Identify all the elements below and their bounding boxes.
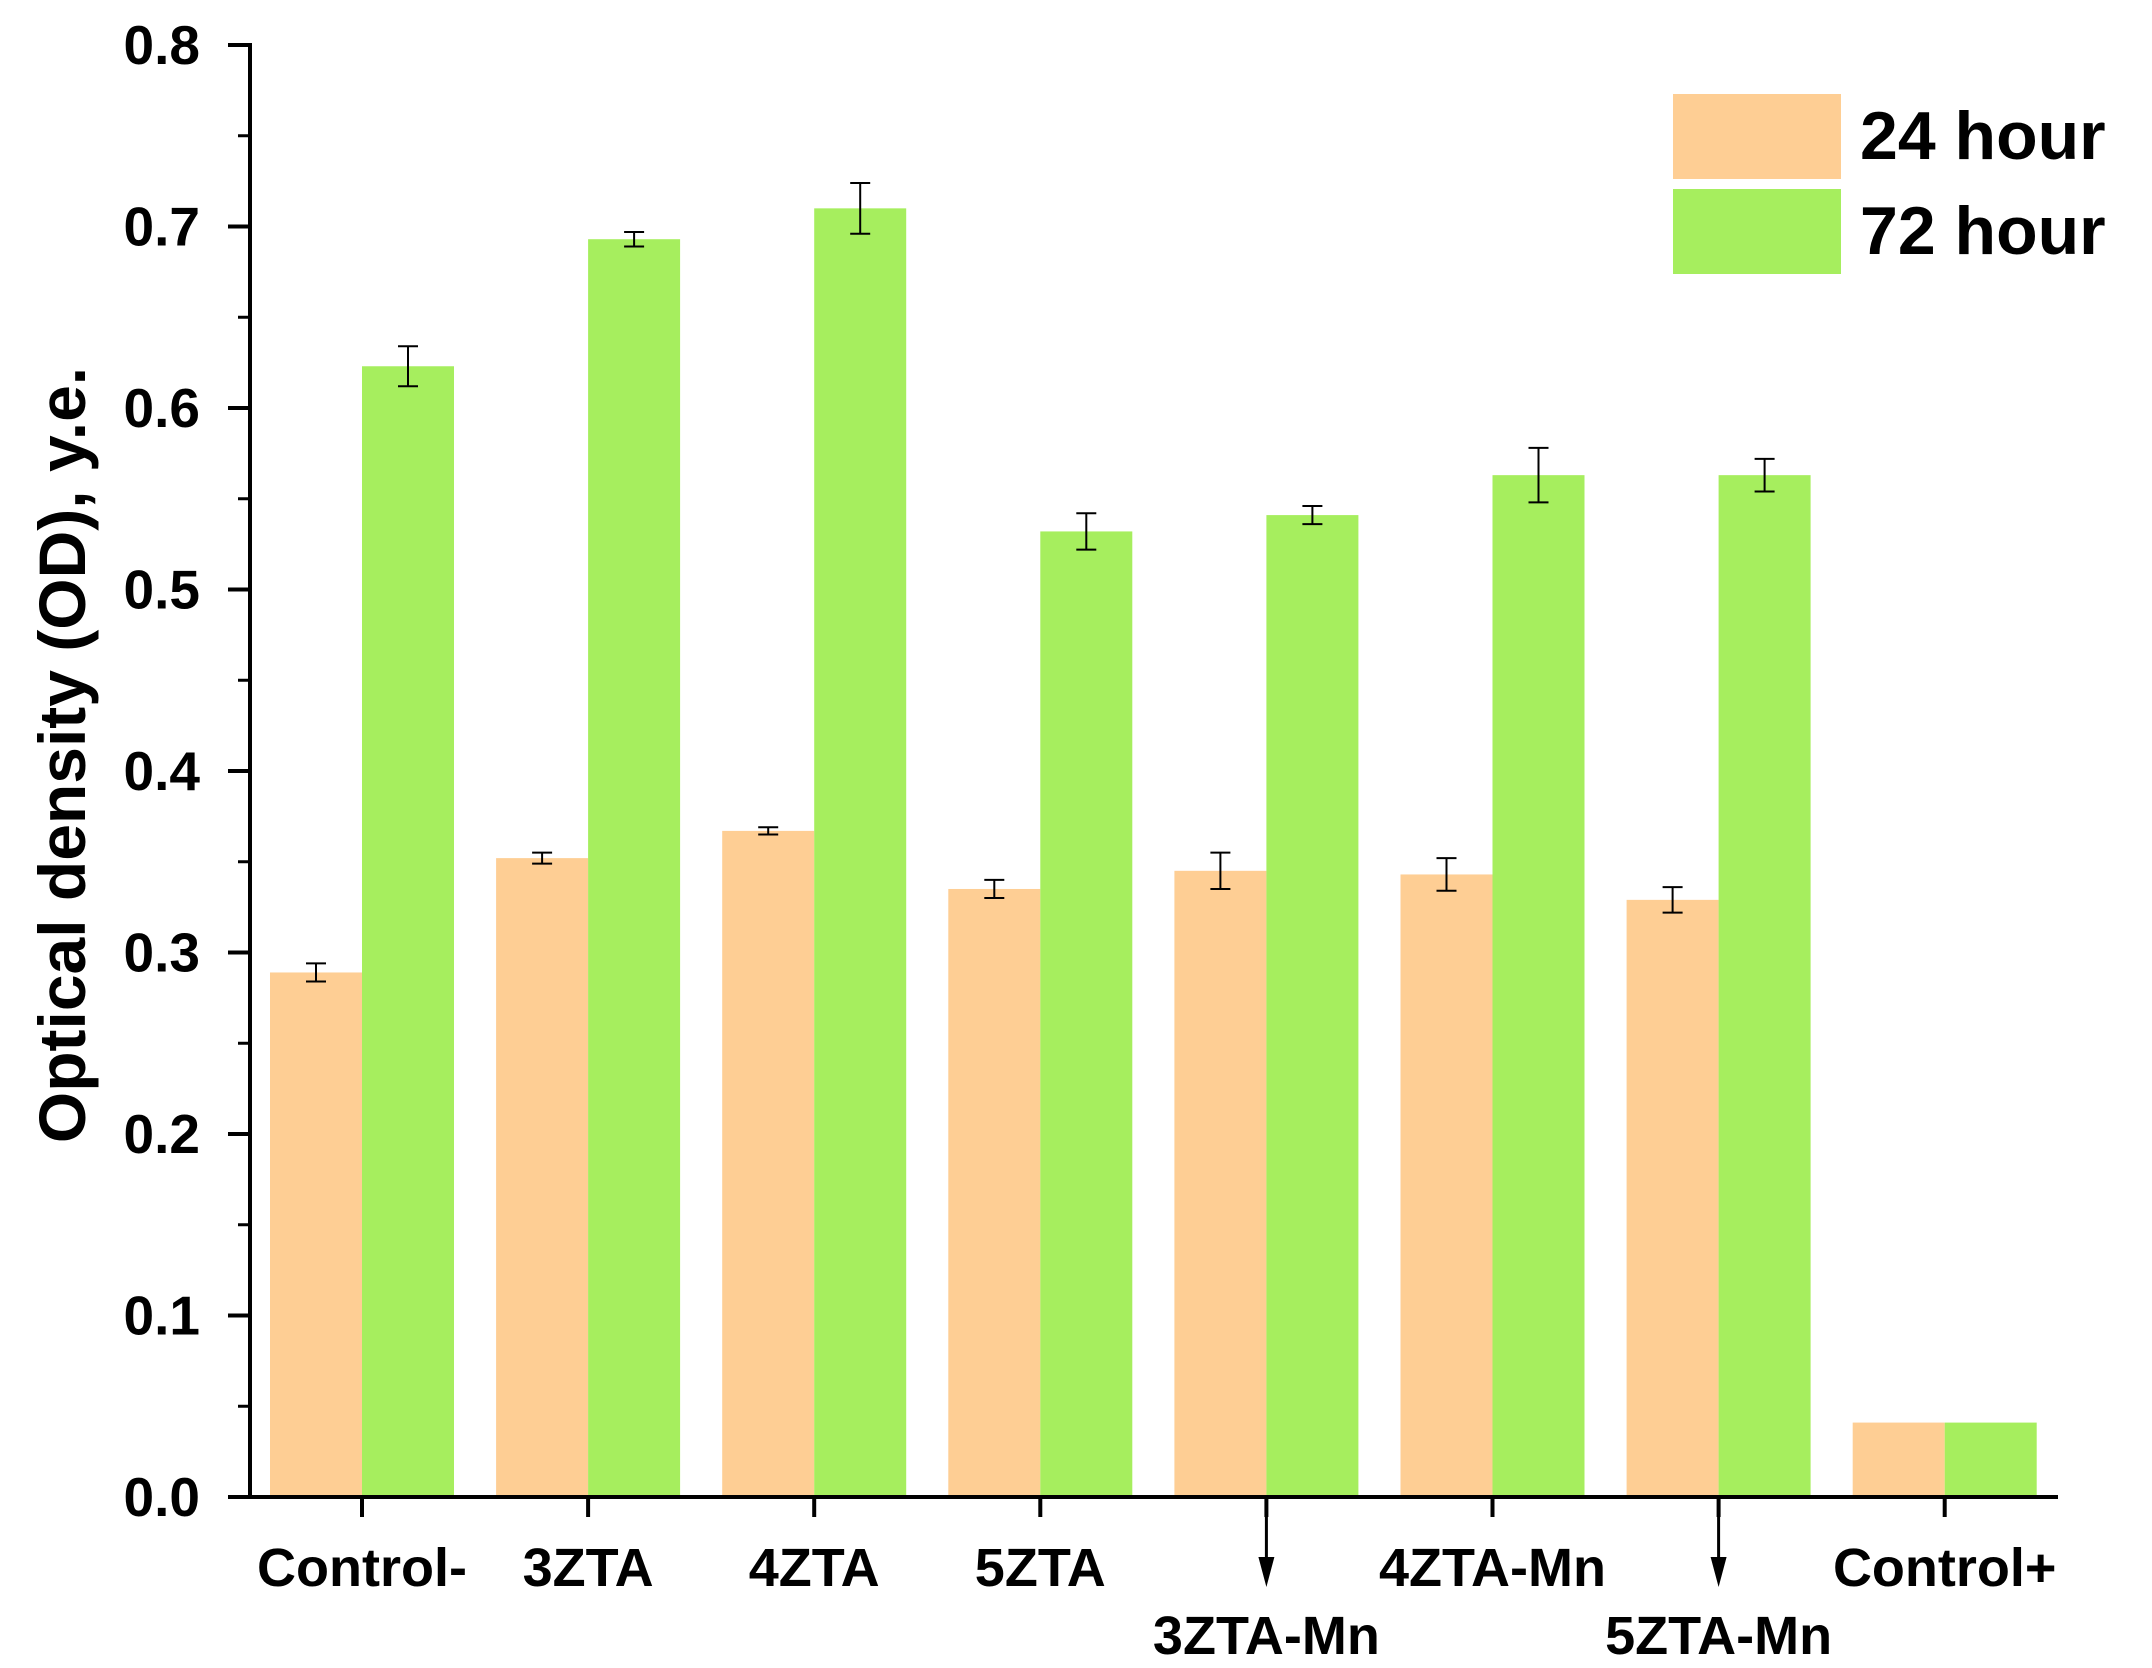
bar-3zta-24-hour — [496, 858, 589, 1497]
bar-3zta-mn-24-hour — [1174, 870, 1267, 1497]
x-tick-label-5zta: 5ZTA — [975, 1538, 1106, 1598]
bar-4zta-72-hour — [814, 208, 907, 1498]
y-tick-label: 0.7 — [124, 196, 200, 258]
x-tick-labels: Control- 3ZTA 4ZTA 5ZTA 3ZTA-Mn 4ZTA-Mn 5ZTA-M… — [257, 1517, 2056, 1666]
bar-5zta-mn-24-hour — [1626, 899, 1719, 1497]
y-tick-label: 0.0 — [124, 1466, 200, 1528]
legend-label-72-hour: 72 hour — [1860, 193, 2106, 269]
error-bars-layer — [306, 181, 1775, 983]
x-tick-label-control: Control- — [257, 1538, 467, 1598]
x-tick-label-5zta-mn: 5ZTA-Mn — [1605, 1606, 1832, 1666]
bar-3zta-72-hour — [588, 239, 681, 1498]
axes-layer: 0.0 0.1 0.2 0.3 0.4 0.5 0.6 0.7 0.8 — [124, 14, 2058, 1528]
label-arrow-head — [1710, 1557, 1727, 1587]
legend: 24 hour 72 hour — [1673, 94, 2106, 274]
y-tick-label: 0.2 — [124, 1103, 200, 1165]
bar-5zta-72-hour — [1040, 531, 1133, 1497]
y-tick-label: 0.4 — [124, 740, 201, 802]
bar-control-24-hour — [1852, 1422, 1945, 1497]
y-axis-label: Optical density (OD), y.e. — [25, 367, 99, 1143]
bar-4zta-24-hour — [722, 830, 815, 1497]
x-tick-label-control: Control+ — [1833, 1538, 2057, 1598]
bar-control-72-hour — [362, 366, 454, 1497]
y-tick-label: 0.8 — [124, 14, 200, 76]
bar-5zta-24-hour — [948, 888, 1041, 1497]
x-tick-label-4zta: 4ZTA — [749, 1538, 880, 1598]
legend-swatch-24-hour — [1673, 94, 1841, 179]
y-tick-label: 0.6 — [124, 377, 200, 439]
bars-layer — [270, 208, 2037, 1498]
bar-4zta-mn-24-hour — [1400, 874, 1493, 1497]
x-tick-label-3zta: 3ZTA — [523, 1538, 654, 1598]
bar-4zta-mn-72-hour — [1492, 475, 1585, 1497]
y-tick-label: 0.5 — [124, 559, 200, 621]
legend-swatch-72-hour — [1673, 189, 1841, 274]
bar-3zta-mn-72-hour — [1266, 515, 1359, 1497]
y-tick-label: 0.3 — [124, 922, 200, 984]
label-arrow-head — [1258, 1557, 1275, 1587]
bar-5zta-mn-72-hour — [1718, 475, 1811, 1497]
y-tick-label: 0.1 — [124, 1285, 200, 1347]
bar-control-72-hour — [1944, 1422, 2037, 1497]
x-tick-label-4zta-mn: 4ZTA-Mn — [1379, 1538, 1606, 1598]
legend-label-24-hour: 24 hour — [1860, 98, 2106, 174]
bar-control-24-hour — [270, 972, 362, 1497]
x-tick-label-3zta-mn: 3ZTA-Mn — [1153, 1606, 1380, 1666]
